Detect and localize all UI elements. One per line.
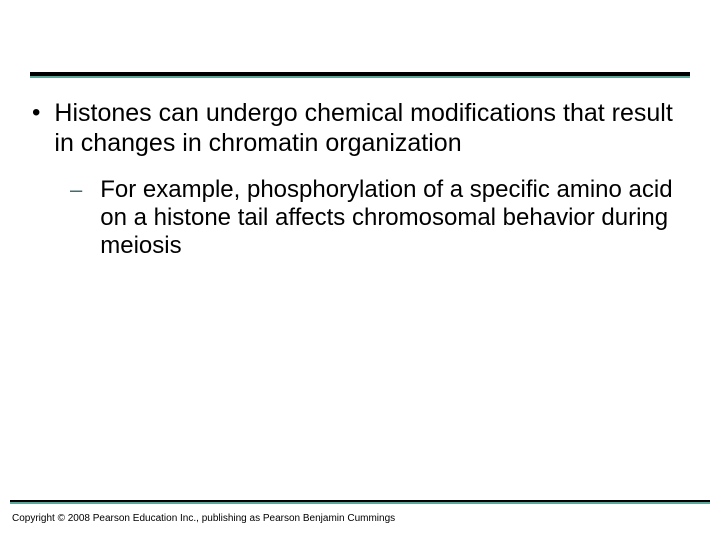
bottom-divider-accent — [10, 502, 710, 504]
sub-bullet-item: – For example, phosphorylation of a spec… — [70, 176, 690, 260]
top-divider-accent — [30, 76, 690, 78]
bullet-text: Histones can undergo chemical modificati… — [54, 98, 690, 158]
sub-bullet-marker: – — [70, 176, 82, 204]
sub-bullet-text: For example, phosphorylation of a specif… — [100, 176, 690, 260]
bullet-item: • Histones can undergo chemical modifica… — [30, 98, 690, 158]
copyright-text: Copyright © 2008 Pearson Education Inc.,… — [12, 513, 395, 524]
bullet-marker: • — [32, 98, 40, 128]
slide-content: • Histones can undergo chemical modifica… — [30, 98, 690, 260]
